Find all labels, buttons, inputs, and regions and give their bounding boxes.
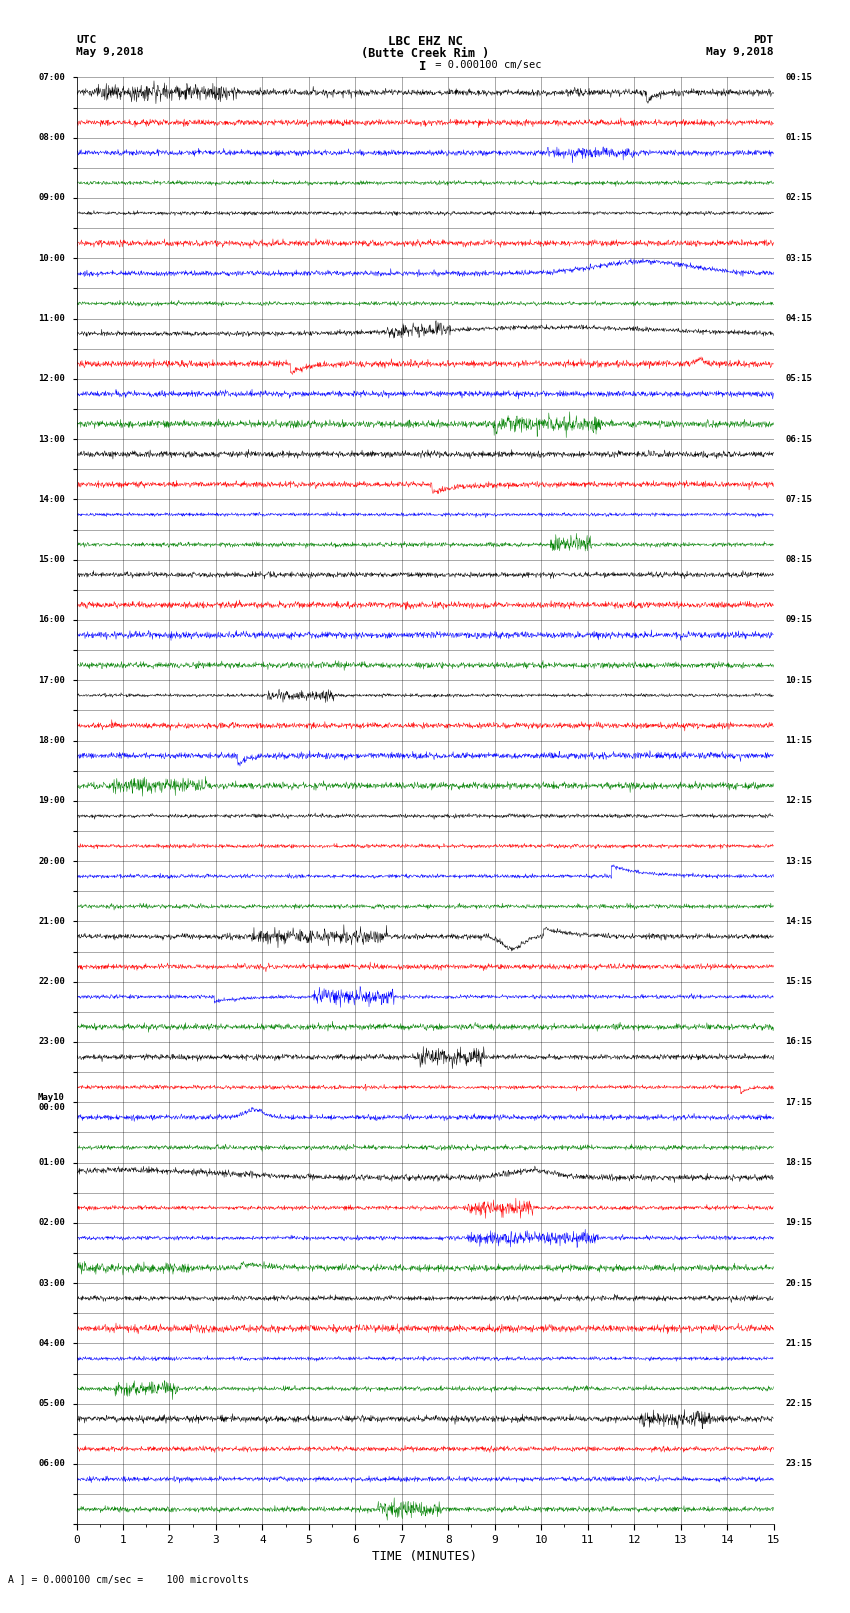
Text: (Butte Creek Rim ): (Butte Creek Rim )	[361, 47, 489, 60]
Text: 20:15: 20:15	[785, 1279, 812, 1287]
Text: 00:15: 00:15	[785, 73, 812, 82]
Text: 06:00: 06:00	[38, 1460, 65, 1468]
Text: 16:00: 16:00	[38, 616, 65, 624]
Text: 15:15: 15:15	[785, 977, 812, 986]
Text: 15:00: 15:00	[38, 555, 65, 565]
Text: 18:00: 18:00	[38, 736, 65, 745]
Text: 17:00: 17:00	[38, 676, 65, 686]
Text: 01:00: 01:00	[38, 1158, 65, 1168]
Text: 06:15: 06:15	[785, 434, 812, 444]
Text: 07:00: 07:00	[38, 73, 65, 82]
Text: 05:15: 05:15	[785, 374, 812, 384]
Text: 04:00: 04:00	[38, 1339, 65, 1348]
Text: 09:00: 09:00	[38, 194, 65, 203]
Text: UTC: UTC	[76, 35, 97, 45]
Text: PDT: PDT	[753, 35, 774, 45]
Text: 22:15: 22:15	[785, 1398, 812, 1408]
Text: 13:15: 13:15	[785, 857, 812, 866]
Text: 20:00: 20:00	[38, 857, 65, 866]
Text: 08:00: 08:00	[38, 134, 65, 142]
Text: 14:15: 14:15	[785, 916, 812, 926]
Text: 18:15: 18:15	[785, 1158, 812, 1168]
Text: 11:15: 11:15	[785, 736, 812, 745]
Text: 17:15: 17:15	[785, 1098, 812, 1107]
Text: 01:15: 01:15	[785, 134, 812, 142]
Text: 23:00: 23:00	[38, 1037, 65, 1047]
Text: 02:00: 02:00	[38, 1218, 65, 1227]
Text: 02:15: 02:15	[785, 194, 812, 203]
Text: 07:15: 07:15	[785, 495, 812, 503]
Text: 05:00: 05:00	[38, 1398, 65, 1408]
Text: 12:15: 12:15	[785, 797, 812, 805]
Text: 12:00: 12:00	[38, 374, 65, 384]
Text: 23:15: 23:15	[785, 1460, 812, 1468]
Text: 14:00: 14:00	[38, 495, 65, 503]
Text: 13:00: 13:00	[38, 434, 65, 444]
Text: = 0.000100 cm/sec: = 0.000100 cm/sec	[429, 60, 541, 69]
Text: A ] = 0.000100 cm/sec =    100 microvolts: A ] = 0.000100 cm/sec = 100 microvolts	[8, 1574, 249, 1584]
Text: 03:15: 03:15	[785, 253, 812, 263]
Text: May 9,2018: May 9,2018	[76, 47, 144, 56]
Text: 04:15: 04:15	[785, 315, 812, 323]
Text: 22:00: 22:00	[38, 977, 65, 986]
Text: 10:00: 10:00	[38, 253, 65, 263]
Text: 09:15: 09:15	[785, 616, 812, 624]
Text: 16:15: 16:15	[785, 1037, 812, 1047]
Text: I: I	[419, 60, 426, 73]
Text: 10:15: 10:15	[785, 676, 812, 686]
Text: 19:00: 19:00	[38, 797, 65, 805]
Text: 21:15: 21:15	[785, 1339, 812, 1348]
Text: 21:00: 21:00	[38, 916, 65, 926]
Text: May10
00:00: May10 00:00	[38, 1092, 65, 1111]
Text: 08:15: 08:15	[785, 555, 812, 565]
Text: LBC EHZ NC: LBC EHZ NC	[388, 35, 462, 48]
Text: May 9,2018: May 9,2018	[706, 47, 774, 56]
Text: 11:00: 11:00	[38, 315, 65, 323]
Text: 03:00: 03:00	[38, 1279, 65, 1287]
Text: 19:15: 19:15	[785, 1218, 812, 1227]
X-axis label: TIME (MINUTES): TIME (MINUTES)	[372, 1550, 478, 1563]
